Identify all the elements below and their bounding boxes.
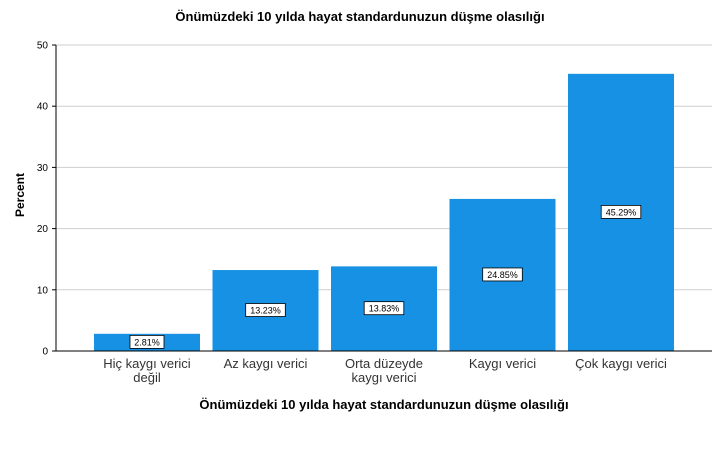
x-category-label: Hiç kaygı verici değil bbox=[103, 356, 191, 385]
data-label: 13.83% bbox=[363, 301, 405, 316]
svg-text:13.23%: 13.23% bbox=[250, 306, 281, 316]
svg-text:24.85%: 24.85% bbox=[487, 270, 518, 280]
x-category-label: Az kaygı verici bbox=[224, 356, 308, 371]
x-category-labels: Hiç kaygı verici değil Az kaygı verici Orta… bbox=[103, 356, 667, 385]
x-category-label: Orta düzeyde kaygı verici bbox=[345, 356, 423, 385]
chart-title: Önümüzdeki 10 yılda hayat standardunuzun… bbox=[175, 9, 544, 24]
data-label: 13.23% bbox=[245, 303, 286, 317]
data-label: 45.29% bbox=[600, 205, 642, 219]
y-tick-label: 20 bbox=[37, 224, 49, 235]
y-tick-label: 40 bbox=[37, 102, 49, 113]
svg-text:13.83%: 13.83% bbox=[369, 304, 400, 314]
svg-text:45.29%: 45.29% bbox=[606, 207, 637, 217]
y-tick-label: 0 bbox=[42, 347, 48, 358]
data-label: 2.81% bbox=[129, 335, 165, 349]
x-category-label: Kaygı verici bbox=[469, 356, 536, 371]
y-tick-label: 30 bbox=[37, 163, 49, 174]
x-axis-label: Önümüzdeki 10 yılda hayat standardunuzun… bbox=[199, 397, 568, 412]
svg-text:2.81%: 2.81% bbox=[134, 337, 160, 347]
data-label: 24.85% bbox=[482, 267, 523, 282]
axes bbox=[52, 44, 712, 352]
y-tick-label: 10 bbox=[37, 285, 49, 296]
y-axis-label: Percent bbox=[13, 173, 27, 217]
data-labels: 2.81% 13.23% 13.83% 24.85% 45.29% bbox=[129, 205, 642, 349]
y-tick-label: 50 bbox=[37, 41, 49, 52]
x-category-label: Çok kaygı verici bbox=[575, 356, 667, 371]
y-tick-labels: 0 10 20 30 40 50 bbox=[37, 41, 49, 358]
